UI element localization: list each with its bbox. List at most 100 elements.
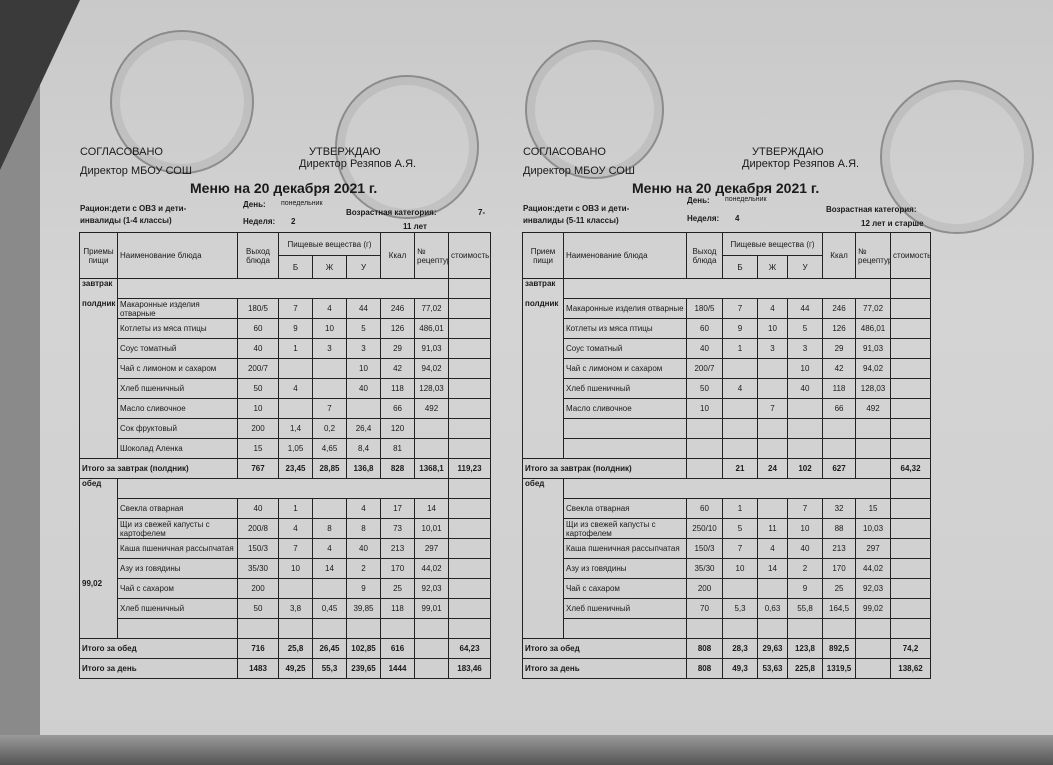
kcal: 42: [380, 358, 416, 379]
yield: 250/10: [686, 518, 723, 539]
header-carbs: У: [786, 255, 824, 279]
yield: 200/7: [237, 358, 279, 379]
protein: [722, 398, 758, 419]
cost: [890, 578, 932, 599]
meal-label: [79, 318, 118, 339]
agreed-label: СОГЛАСОВАНО: [80, 146, 163, 158]
age-label: Возрастная категория:: [826, 205, 917, 214]
total-cost: 74,2: [890, 638, 932, 659]
table-row: Каша пшеничная рассыпчатая 150/3 7 4 40 213 29…: [522, 538, 932, 559]
recipe-number: 14: [414, 498, 450, 519]
menu-table: Приемы пищи Наименование блюда Выход блюда…: [79, 232, 492, 679]
meal-label: 99,02: [79, 578, 118, 599]
yield: 200/8: [237, 518, 279, 539]
agreed-label: СОГЛАСОВАНО: [523, 146, 606, 158]
total-yield: 767: [237, 458, 279, 479]
fat: 3: [757, 338, 788, 359]
protein: [722, 578, 758, 599]
age-label: Возрастная категория:: [346, 208, 437, 217]
protein: 5,3: [722, 598, 758, 619]
meal-label: [79, 598, 118, 619]
recipe-number: 77,02: [855, 298, 892, 319]
section-row: обед: [79, 478, 492, 499]
header-carbs: У: [345, 255, 382, 279]
kcal: 32: [822, 498, 857, 519]
page-corner-shadow: [0, 0, 80, 170]
cost: [448, 358, 492, 379]
table-row: 99,02 Чай с сахаром 200 9 25 92,03: [79, 578, 492, 599]
section-spacer: [562, 478, 892, 499]
cost: [890, 558, 932, 579]
total-row: Итого за обед 808 28,3 29,63 123,8 892,5 74,2: [522, 638, 932, 659]
table-row: Хлеб пшеничный 50 4 40 118 128,03: [522, 378, 932, 399]
meal-label: [79, 538, 118, 559]
cost: [448, 538, 492, 559]
recipe-number: 99,02: [855, 598, 892, 619]
dish-name: Хлеб пшеничный: [563, 598, 687, 619]
yield: 50: [237, 598, 279, 619]
dish-name: Свекла отварная: [563, 498, 687, 519]
meal-label: [79, 518, 118, 539]
approved-label: УТВЕРЖДАЮ: [752, 146, 824, 158]
carbs: 9: [345, 578, 382, 599]
fat: 10: [757, 318, 788, 339]
fat: [757, 438, 788, 459]
cost: [448, 298, 492, 319]
recipe-number: [414, 618, 450, 639]
cost-cell: [890, 478, 932, 499]
total-cost: 64,32: [890, 458, 932, 479]
meal-label: [522, 598, 564, 619]
fat: 14: [312, 558, 347, 579]
protein: 1: [722, 498, 758, 519]
table-row: полдник Макаронные изделия отварные 180/5 7…: [79, 298, 492, 319]
recipe-number: 10,01: [414, 518, 450, 539]
protein: [278, 398, 313, 419]
meal-label: [79, 418, 118, 439]
cost: [890, 618, 932, 639]
carbs: 5: [345, 318, 382, 339]
week-value: 4: [735, 214, 740, 223]
kcal: 246: [380, 298, 416, 319]
header-meal: Прием пищи: [522, 232, 564, 279]
round-stamp: [110, 30, 254, 174]
table-row: Хлеб пшеничный 50 4 40 118 128,03: [79, 378, 492, 399]
dish-name: Щи из свежей капусты с картофелем: [117, 518, 238, 539]
yield: 200/7: [686, 358, 723, 379]
menu-table: Прием пищи Наименование блюда Выход блюда П…: [522, 232, 932, 679]
protein: 1,4: [278, 418, 313, 439]
section-row: завтрак: [79, 278, 492, 299]
protein: 1: [278, 338, 313, 359]
carbs: [345, 398, 382, 419]
kcal: 66: [822, 398, 857, 419]
recipe-number: 91,03: [414, 338, 450, 359]
dish-name: Щи из свежей капусты с картофелем: [563, 518, 687, 539]
meal-label: [522, 418, 564, 439]
table-row: [522, 618, 932, 639]
fat: 7: [312, 398, 347, 419]
protein: 4: [278, 378, 313, 399]
carbs: 40: [786, 538, 824, 559]
carbs: 10: [786, 518, 824, 539]
recipe-number: 77,02: [414, 298, 450, 319]
recipe-number: 44,02: [855, 558, 892, 579]
fat: [757, 358, 788, 379]
fat: 4: [312, 298, 347, 319]
table-row: Масло сливочное 10 7 66 492: [79, 398, 492, 419]
protein: 9: [722, 318, 758, 339]
meal-label: завтрак: [79, 278, 118, 299]
total-row: Итого за завтрак (полдник) 21 24 102 627 64,3…: [522, 458, 932, 479]
dish-name: Хлеб пшеничный: [117, 598, 238, 619]
meal-label: [522, 338, 564, 359]
header-yield: Выход блюда: [237, 232, 279, 279]
yield: 150/3: [686, 538, 723, 559]
meal-label: обед: [79, 478, 118, 499]
yield: 200: [237, 578, 279, 599]
cost: [890, 338, 932, 359]
meal-label: [522, 558, 564, 579]
kcal: [822, 418, 857, 439]
carbs: [786, 418, 824, 439]
yield: 10: [237, 398, 279, 419]
meal-label: [79, 378, 118, 399]
carbs: 3: [786, 338, 824, 359]
